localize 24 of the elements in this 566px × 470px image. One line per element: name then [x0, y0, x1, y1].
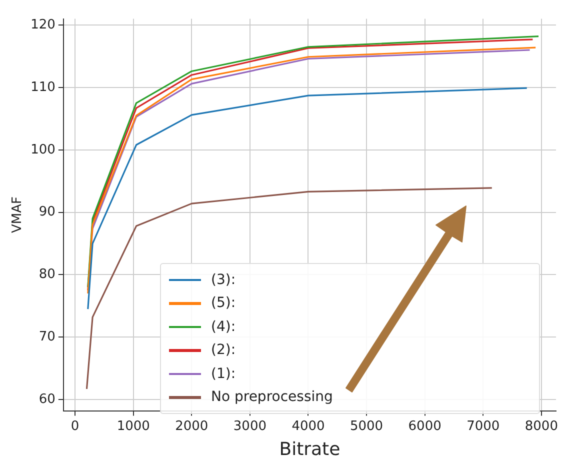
- y-tick-label: 100: [30, 142, 56, 158]
- y-tick-label: 80: [38, 267, 56, 282]
- y-tick-label: 70: [38, 330, 56, 345]
- y-axis-title: VMAF: [10, 196, 26, 234]
- x-tick-label: 6000: [408, 418, 442, 434]
- y-tick-label: 90: [38, 204, 56, 220]
- x-tick-label: 8000: [524, 418, 558, 434]
- x-tick-label: 7000: [466, 418, 500, 434]
- x-tick-label: 3000: [233, 418, 266, 434]
- legend-label: (3):: [211, 272, 236, 288]
- legend-label: (5):: [211, 295, 236, 312]
- legend-label: (1):: [211, 366, 236, 382]
- x-tick-label: 0: [70, 418, 80, 434]
- legend-label: No preprocessing: [211, 389, 333, 406]
- x-tick-label: 2000: [175, 418, 208, 434]
- legend-label: (2):: [211, 342, 236, 358]
- legend-label: (4):: [211, 318, 236, 335]
- x-tick-label: 5000: [350, 418, 384, 434]
- y-tick-label: 120: [30, 17, 56, 32]
- x-tick-label: 4000: [292, 418, 325, 434]
- y-tick-label: 110: [30, 80, 56, 95]
- x-tick-label: 1000: [116, 418, 150, 434]
- y-tick-label: 60: [38, 392, 56, 407]
- x-axis-title: Bitrate: [279, 438, 340, 460]
